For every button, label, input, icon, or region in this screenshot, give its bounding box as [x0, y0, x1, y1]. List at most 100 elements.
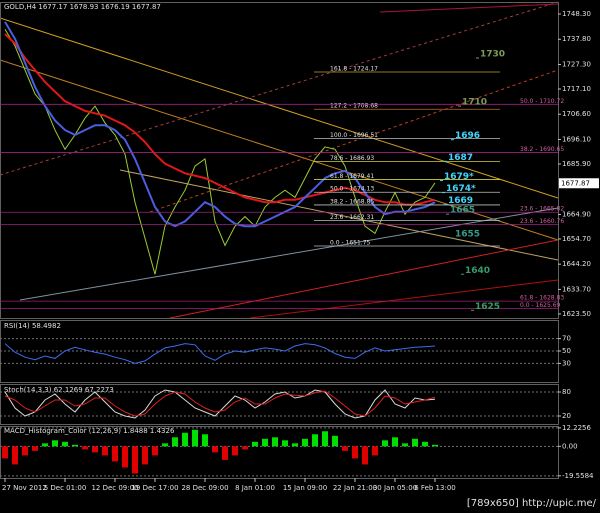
x-tick-label: 30 Jan 05:00 — [373, 484, 417, 492]
histogram-bar — [52, 440, 58, 447]
histogram-bar — [172, 437, 178, 447]
y-tick-label: -19.5584 — [562, 472, 594, 480]
histogram-bar — [242, 446, 248, 450]
level-label: 1710 — [462, 98, 487, 108]
histogram-bar — [32, 446, 38, 451]
histogram-bar — [372, 446, 378, 456]
histogram-bar — [382, 440, 388, 447]
fib-label: 38.2 - 1690.65 — [520, 146, 564, 153]
y-tick-label: 1737.80 — [562, 35, 591, 43]
series-line — [4, 389, 436, 419]
panel-title: RSI(14) 58.4982 — [4, 322, 61, 330]
series-line — [4, 33, 436, 206]
series-line — [4, 343, 436, 364]
histogram-bar — [322, 431, 328, 447]
series-line — [4, 28, 436, 275]
y-tick-label: 12.2256 — [562, 424, 591, 432]
series-line — [4, 21, 436, 228]
histogram-bar — [392, 437, 398, 447]
histogram-bar — [62, 441, 68, 447]
x-tick-label: 27 Nov 2012 — [2, 484, 47, 492]
price-marker-label: 1677.87 — [561, 179, 590, 187]
price-marker — [559, 178, 599, 189]
level-label: 1679* — [444, 172, 474, 182]
y-tick-label: 1685.90 — [562, 160, 591, 168]
y-tick-label: 1654.70 — [562, 235, 591, 243]
fib-label: 0.0 - 1625.69 — [520, 302, 561, 309]
histogram-bar — [192, 429, 198, 447]
histogram-bar — [342, 446, 348, 451]
y-tick-label: 80 — [562, 388, 571, 396]
trend-line — [0, 17, 559, 199]
level-label: 1665 — [450, 206, 475, 216]
y-tick-label: 1748.30 — [562, 10, 591, 18]
histogram-bar — [312, 434, 318, 447]
x-tick-label: 28 Dec 09:00 — [181, 484, 228, 492]
histogram-bar — [132, 446, 138, 474]
histogram-bar — [272, 437, 278, 447]
level-label: 1730 — [480, 49, 505, 59]
fib-label: 23.6 - 1662.31 — [330, 214, 374, 221]
histogram-bar — [302, 438, 308, 447]
x-tick-label: 19 Dec 17:00 — [131, 484, 178, 492]
histogram-bar — [42, 443, 48, 447]
fib-label: 50.0 - 1710.72 — [520, 98, 564, 105]
series-line — [4, 390, 436, 417]
histogram-bar — [212, 446, 218, 453]
trend-line — [19, 207, 559, 301]
panel-frame — [0, 2, 559, 319]
x-tick-label: 22 Jan 21:00 — [333, 484, 377, 492]
histogram-bar — [82, 446, 88, 450]
level-label: 1640 — [465, 266, 490, 276]
level-label: 1674* — [446, 184, 476, 194]
histogram-bar — [232, 446, 238, 456]
histogram-bar — [262, 438, 268, 447]
y-tick-label: 1623.50 — [562, 310, 591, 318]
histogram-bar — [252, 441, 258, 447]
y-tick-label: 50 — [562, 347, 571, 355]
fib-label: 23.6 - 1660.76 — [520, 218, 564, 225]
trend-line — [379, 3, 559, 13]
footer: [789x650] http://upic.me/ — [467, 498, 597, 509]
panel-frame — [0, 426, 559, 479]
panel-frame — [0, 384, 559, 425]
y-tick-label: 1696.10 — [562, 135, 591, 143]
histogram-bar — [72, 444, 78, 447]
fib-label: 50.0 - 1674.13 — [330, 186, 374, 193]
chart-title: GOLD,H4 1677.17 1678.93 1676.19 1677.87 — [4, 3, 161, 11]
y-tick-label: 0.00 — [562, 442, 578, 450]
y-tick-label: 30 — [562, 359, 571, 367]
histogram-bar — [152, 446, 158, 456]
trend-line — [119, 169, 559, 261]
level-label: 1655 — [455, 230, 480, 240]
y-tick-label: 1717.10 — [562, 85, 591, 93]
histogram-bar — [292, 443, 298, 447]
histogram-bar — [202, 434, 208, 447]
level-label: 1696 — [455, 131, 480, 141]
histogram-bar — [102, 446, 108, 456]
histogram-bar — [12, 446, 18, 465]
histogram-bar — [112, 446, 118, 462]
y-tick-label: 1644.20 — [562, 260, 591, 268]
level-label: 1669 — [448, 196, 473, 206]
histogram-bar — [222, 446, 228, 460]
trend-line — [169, 239, 559, 319]
fib-label: 61.8 - 1679.41 — [330, 173, 374, 180]
fib-label: 61.8 - 1628.83 — [520, 295, 564, 302]
histogram-bar — [412, 438, 418, 447]
histogram-bar — [92, 446, 98, 453]
trend-line — [249, 279, 559, 319]
histogram-bar — [142, 446, 148, 465]
histogram-bar — [352, 446, 358, 459]
x-tick-label: 6 Feb 13:00 — [414, 484, 455, 492]
fib-label: 161.8 - 1724.17 — [330, 66, 378, 73]
trend-line — [0, 1, 559, 176]
histogram-bar — [332, 435, 338, 447]
y-tick-label: 20 — [562, 412, 571, 420]
fib-label: 100.0 - 1696.51 — [330, 132, 378, 139]
x-tick-label: 12 Dec 09:00 — [91, 484, 138, 492]
level-label: 1625 — [475, 302, 500, 312]
fib-label: 78.6 - 1686.93 — [330, 155, 374, 162]
trend-line — [149, 69, 559, 213]
